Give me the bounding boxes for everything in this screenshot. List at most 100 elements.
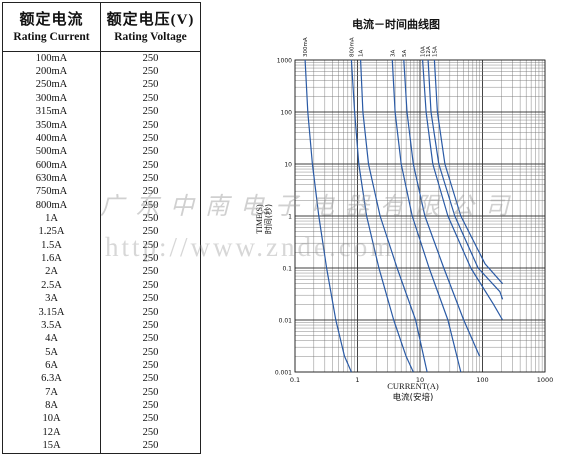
curve-label-12A: 12A (426, 46, 432, 57)
y-tick-label: 0.01 (279, 318, 293, 325)
x-tick-label: 100 (476, 376, 488, 384)
curve-800mA (350, 59, 414, 373)
rating-current-cell: 300mA (2, 92, 101, 106)
rating-voltage-cell: 250 (100, 399, 201, 413)
rating-current-cell: 15A (2, 439, 101, 455)
rating-voltage-cell: 250 (100, 212, 201, 226)
rating-current-cell: 600mA (2, 158, 101, 173)
rating-current-cell: 750mA (2, 185, 101, 199)
rating-voltage-cell: 250 (100, 198, 201, 213)
table-row: 12A 250 (2, 426, 201, 440)
header-rating-current: 额定电流 Rating Current (2, 2, 101, 52)
rating-voltage-cell: 250 (100, 145, 201, 159)
curve-300mA (304, 59, 352, 373)
header-voltage-cn: 额定电压(V) (106, 12, 195, 28)
table-row: 3.15A 250 (2, 305, 201, 320)
y-tick-label: 10 (284, 162, 292, 169)
rating-current-cell: 6.3A (2, 372, 101, 387)
header-rating-voltage: 额定电压(V) Rating Voltage (100, 2, 201, 52)
rating-current-cell: 1.6A (2, 252, 101, 266)
rating-voltage-cell: 250 (100, 265, 201, 280)
chart-curves (304, 59, 504, 373)
table-row: 350mA 250 (2, 118, 201, 133)
curve-label-1A: 1A (359, 50, 365, 57)
rating-current-cell: 800mA (2, 198, 101, 213)
rating-current-cell: 3A (2, 292, 101, 306)
rating-current-cell: 1.25A (2, 225, 101, 240)
table-row: 4A 250 (2, 332, 201, 346)
curve-5A (403, 59, 481, 357)
table-row: 300mA 250 (2, 92, 201, 106)
x-axis-label-cn: 电流(安培) (393, 392, 434, 403)
table-row: 7A 250 (2, 386, 201, 400)
current-time-chart: 电流－时间曲线图 0.1 1 10 100 100010001001010.10.010… (255, 17, 554, 403)
y-tick-label: 1000 (277, 58, 292, 65)
curve-label-15A: 15A (432, 46, 438, 57)
table-row: 200mA 250 (2, 65, 201, 79)
rating-current-cell: 12A (2, 426, 101, 440)
rating-voltage-cell: 250 (100, 332, 201, 346)
table-row: 630mA 250 (2, 172, 201, 186)
rating-voltage-cell: 250 (100, 239, 201, 253)
table-row: 500mA 250 (2, 145, 201, 159)
table-row: 3.5A 250 (2, 319, 201, 333)
rating-current-cell: 630mA (2, 172, 101, 186)
rating-table: 额定电流 Rating Current 额定电压(V) Rating Volta… (2, 2, 201, 455)
rating-voltage-cell: 250 (100, 132, 201, 146)
curve-label-300mA: 300mA (303, 37, 309, 57)
table-row: 8A 250 (2, 399, 201, 413)
curve-15A (433, 59, 504, 285)
rating-current-cell: 350mA (2, 118, 101, 133)
rating-voltage-cell: 250 (100, 225, 201, 240)
curve-12A (427, 59, 504, 300)
rating-current-cell: 400mA (2, 132, 101, 146)
table-row: 800mA 250 (2, 198, 201, 213)
x-tick-label: 1 (355, 376, 359, 384)
curve-labels: 300mA 800mA 1A 3A 5A 10A 12A 15A (303, 37, 438, 57)
rating-current-cell: 4A (2, 332, 101, 346)
table-row: 15A 250 (2, 439, 201, 455)
plot-frame (294, 59, 546, 373)
rating-current-cell: 3.5A (2, 319, 101, 333)
x-tick-label: 1000 (537, 376, 554, 384)
rating-current-cell: 1A (2, 212, 101, 226)
rating-voltage-cell: 250 (100, 92, 201, 106)
rating-current-cell: 250mA (2, 78, 101, 93)
table-row: 6A 250 (2, 359, 201, 373)
y-axis-label-cn: 时间(秒) (263, 204, 273, 234)
rating-current-cell: 8A (2, 399, 101, 413)
rating-voltage-cell: 250 (100, 412, 201, 427)
rating-voltage-cell: 250 (100, 305, 201, 320)
rating-voltage-cell: 250 (100, 105, 201, 119)
rating-voltage-cell: 250 (100, 319, 201, 333)
table-row: 5A 250 (2, 345, 201, 360)
table-row: 750mA 250 (2, 185, 201, 199)
y-tick-label: 0.001 (275, 370, 292, 377)
curve-3A (391, 59, 462, 373)
y-tick-label: 0.1 (282, 266, 292, 273)
rating-voltage-cell: 250 (100, 345, 201, 360)
table-row: 1.25A 250 (2, 225, 201, 240)
rating-voltage-cell: 250 (100, 439, 201, 455)
rating-current-cell: 6A (2, 359, 101, 373)
curve-label-3A: 3A (390, 50, 396, 57)
curve-label-5A: 5A (402, 50, 408, 57)
rating-voltage-cell: 250 (100, 78, 201, 93)
curve-10A (422, 59, 504, 321)
rating-voltage-cell: 250 (100, 279, 201, 293)
rating-current-cell: 315mA (2, 105, 101, 119)
table-header-row: 额定电流 Rating Current 额定电压(V) Rating Volta… (2, 2, 201, 52)
rating-current-cell: 200mA (2, 65, 101, 79)
table-row: 2A 250 (2, 265, 201, 280)
table-row: 10A 250 (2, 412, 201, 427)
chart-title: 电流－时间曲线图 (352, 17, 440, 31)
x-tick-label: 10 (416, 376, 424, 384)
header-voltage-en: Rating Voltage (114, 31, 187, 43)
rating-voltage-cell: 250 (100, 65, 201, 79)
table-row: 1.6A 250 (2, 252, 201, 266)
table-row: 6.3A 250 (2, 372, 201, 387)
curve-1A (360, 59, 428, 373)
rating-current-cell: 2A (2, 265, 101, 280)
rating-voltage-cell: 250 (100, 158, 201, 173)
table-row: 1.5A 250 (2, 239, 201, 253)
